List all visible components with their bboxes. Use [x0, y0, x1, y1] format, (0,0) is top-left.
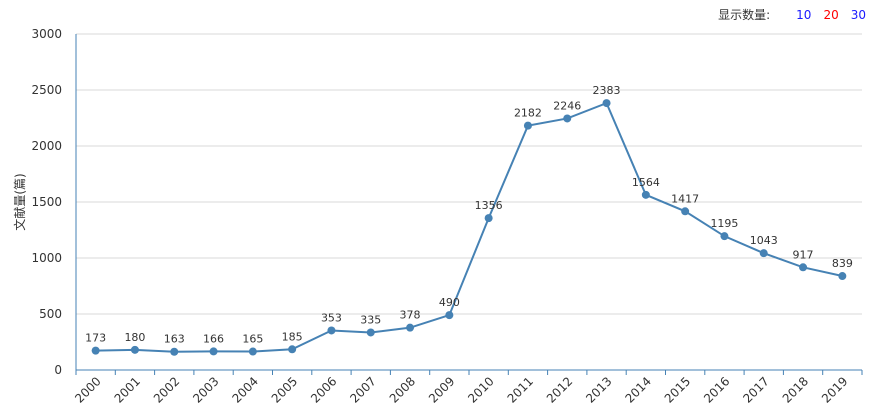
data-label: 165 [242, 333, 263, 346]
data-point [91, 346, 100, 355]
display-count-controls: 显示数量: 10 20 30 [718, 6, 866, 23]
series-line [95, 101, 843, 353]
x-tick-label: 2004 [229, 374, 260, 405]
data-label: 839 [832, 257, 853, 270]
x-tick-label: 2009 [426, 374, 457, 405]
x-tick-label: 2015 [662, 374, 693, 405]
data-point [406, 323, 415, 332]
x-tick-label: 2011 [505, 374, 536, 405]
x-tick-label: 2014 [622, 374, 653, 405]
data-point [366, 328, 375, 337]
count-option-10[interactable]: 10 [796, 7, 812, 22]
data-label: 185 [282, 330, 303, 343]
data-point [838, 272, 847, 281]
y-tick-label: 1000 [31, 251, 62, 265]
y-tick-label: 500 [39, 307, 62, 321]
data-label: 335 [360, 313, 381, 326]
data-point [170, 347, 179, 356]
data-point [130, 345, 139, 354]
x-tick-label: 2007 [347, 374, 378, 405]
data-point [248, 347, 257, 356]
data-label: 180 [124, 331, 145, 344]
data-label: 166 [203, 332, 224, 345]
y-axis-title: 文献量(篇) [12, 173, 27, 230]
count-option-20[interactable]: 20 [823, 7, 839, 22]
x-tick-label: 2012 [544, 374, 575, 405]
data-point [602, 99, 611, 108]
display-count-label: 显示数量: [718, 8, 771, 22]
data-point [288, 345, 297, 354]
y-tick-label: 0 [54, 363, 62, 377]
y-tick-label: 1500 [31, 195, 62, 209]
x-tick-label: 2018 [780, 374, 811, 405]
data-label: 1043 [750, 234, 778, 247]
x-tick-label: 2000 [72, 374, 103, 405]
data-point [759, 249, 768, 258]
data-label: 378 [400, 309, 421, 322]
data-label: 1195 [710, 217, 738, 230]
data-label: 1356 [475, 199, 503, 212]
data-point [720, 232, 729, 241]
x-tick-label: 2010 [465, 374, 496, 405]
data-label: 490 [439, 296, 460, 309]
y-tick-label: 2500 [31, 83, 62, 97]
x-tick-label: 2001 [112, 374, 143, 405]
y-tick-label: 2000 [31, 139, 62, 153]
data-point [327, 326, 336, 335]
data-point [641, 190, 650, 199]
data-label: 163 [164, 333, 185, 346]
x-tick-label: 2006 [308, 374, 339, 405]
x-tick-label: 2003 [190, 374, 221, 405]
data-point [681, 207, 690, 216]
data-label: 917 [793, 248, 814, 261]
data-point [484, 214, 493, 223]
x-tick-label: 2016 [701, 374, 732, 405]
x-tick-label: 2019 [819, 374, 850, 405]
data-label: 2246 [553, 99, 581, 112]
data-label: 353 [321, 311, 342, 324]
x-tick-label: 2002 [151, 374, 182, 405]
x-tick-label: 2017 [740, 374, 771, 405]
data-point [445, 311, 454, 320]
y-tick-label: 3000 [31, 27, 62, 41]
data-point [563, 114, 572, 123]
data-label: 1417 [671, 192, 699, 205]
x-tick-label: 2008 [387, 374, 418, 405]
x-tick-label: 2005 [269, 374, 300, 405]
data-label: 1564 [632, 176, 660, 189]
count-option-30[interactable]: 30 [850, 7, 866, 22]
data-label: 2383 [593, 84, 621, 97]
data-point [523, 121, 532, 130]
data-point [209, 347, 218, 356]
data-point [799, 263, 808, 272]
data-label: 173 [85, 332, 106, 345]
data-label: 2182 [514, 107, 542, 120]
x-tick-label: 2013 [583, 374, 614, 405]
